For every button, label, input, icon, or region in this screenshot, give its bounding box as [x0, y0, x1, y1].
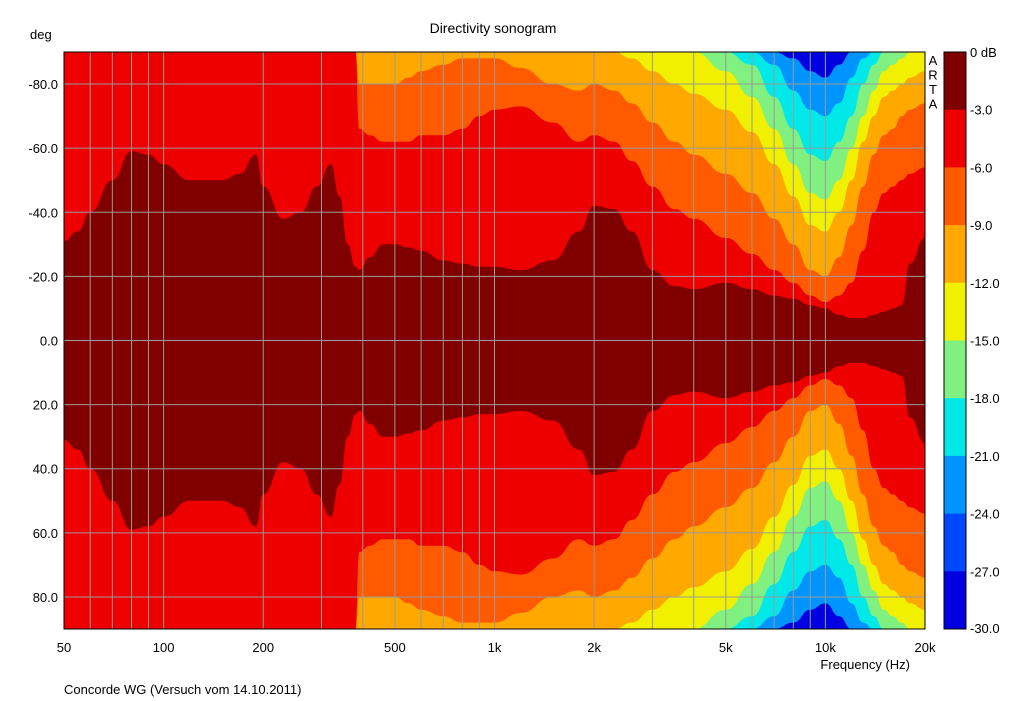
- colorbar-band: [944, 52, 966, 111]
- y-tick-label: 60.0: [33, 526, 58, 541]
- y-tick-label: 20.0: [33, 398, 58, 413]
- y-tick-label: -40.0: [28, 205, 58, 220]
- colorbar-band: [944, 282, 966, 341]
- footnote: Concorde WG (Versuch vom 14.10.2011): [64, 682, 302, 697]
- colorbar-band: [944, 167, 966, 226]
- y-tick-label: 80.0: [33, 590, 58, 605]
- x-tick-label: 500: [384, 640, 406, 655]
- colorbar-band: [944, 398, 966, 457]
- x-tick-label: 50: [57, 640, 71, 655]
- colorbar-label: -18.0: [970, 391, 1000, 406]
- colorbar-legend: 0 dB -3.0 -6.0 -9.0 -12.0 -15.0 -18.0 -21.0 -24.…: [943, 45, 1000, 636]
- colorbar-label: -6.0: [970, 160, 992, 175]
- watermark-letter: A: [929, 97, 938, 112]
- y-tick-label: -20.0: [28, 269, 58, 284]
- colorbar-band: [944, 513, 966, 572]
- colorbar-band: [944, 340, 966, 399]
- y-axis-label: deg: [30, 27, 52, 42]
- colorbar-band: [944, 571, 966, 630]
- watermark-letter: A: [929, 53, 938, 68]
- x-axis-ticks: 50 100 200 500 1k 2k 5k 10k 20k: [57, 640, 936, 655]
- colorbar-label: -3.0: [970, 103, 992, 118]
- colorbar-label: -9.0: [970, 218, 992, 233]
- colorbar-label: -15.0: [970, 334, 1000, 349]
- x-tick-label: 1k: [488, 640, 502, 655]
- colorbar-label: -27.0: [970, 564, 1000, 579]
- x-tick-label: 100: [153, 640, 175, 655]
- colorbar-label: -30.0: [970, 621, 1000, 636]
- y-tick-label: -60.0: [28, 141, 58, 156]
- grid: [64, 52, 925, 629]
- y-tick-label: 40.0: [33, 462, 58, 477]
- plot-frame: [63, 51, 926, 630]
- colorbar-label: -12.0: [970, 276, 1000, 291]
- colorbar-band: [944, 225, 966, 284]
- x-tick-label: 5k: [719, 640, 733, 655]
- chart-title: Directivity sonogram: [430, 20, 557, 36]
- colorbar-frame: [943, 51, 967, 630]
- y-tick-label: -80.0: [28, 77, 58, 92]
- colorbar-band: [944, 109, 966, 168]
- watermark-letter: T: [929, 82, 937, 97]
- x-tick-label: 10k: [815, 640, 836, 655]
- y-tick-label: 0.0: [40, 334, 58, 349]
- x-tick-label: 2k: [587, 640, 601, 655]
- colorbar-label: -21.0: [970, 449, 1000, 464]
- x-tick-label: 200: [252, 640, 274, 655]
- colorbar-label: -24.0: [970, 507, 1000, 522]
- plot-area: [64, 52, 925, 629]
- x-tick-label: 20k: [915, 640, 936, 655]
- colorbar-band: [944, 455, 966, 515]
- x-axis-label: Frequency (Hz): [820, 657, 910, 672]
- y-axis-ticks: -80.0 -60.0 -40.0 -20.0 0.0 20.0 40.0 60.0 80.0: [28, 77, 58, 605]
- colorbar-label: 0 dB: [970, 45, 997, 60]
- watermark-letter: R: [928, 68, 937, 83]
